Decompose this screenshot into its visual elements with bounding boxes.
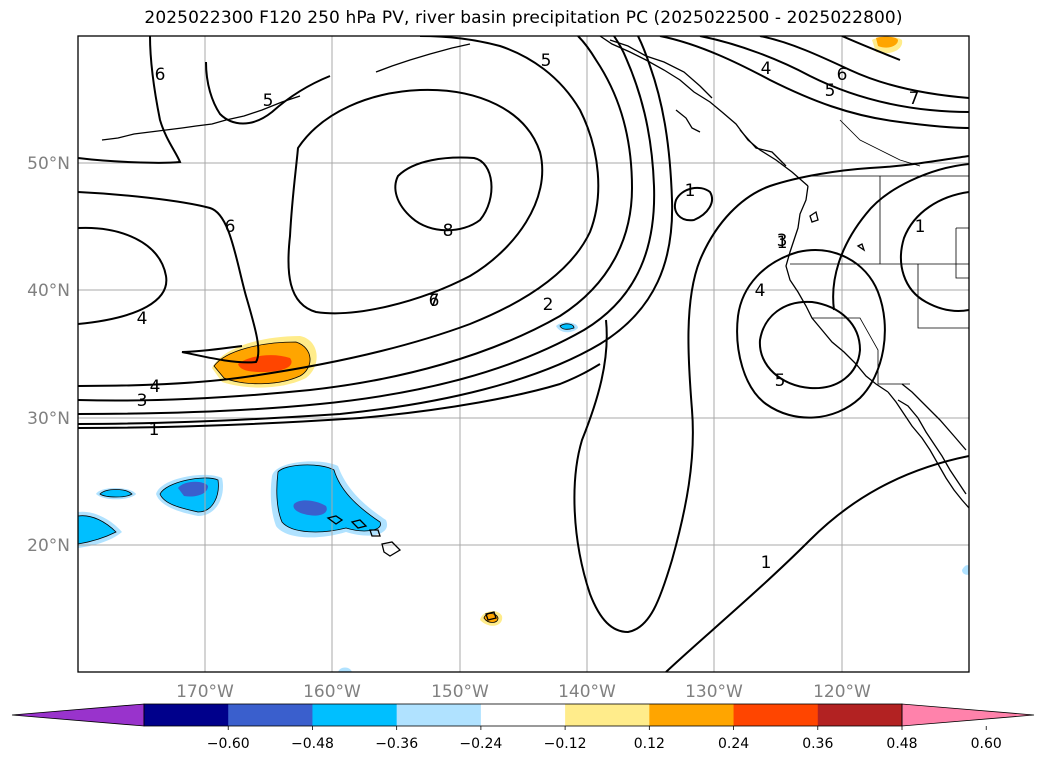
colorbar-segment [817,704,903,726]
precip-negative-left-edge-core [78,515,117,545]
lon-tick-label: 170°W [176,682,234,702]
lon-tick-labels: 170°W 160°W 150°W 140°W 130°W 120°W [176,682,871,702]
lat-tick-label: 30°N [27,409,70,429]
lat-tick-label: 40°N [27,281,70,301]
colorbar-tick-label: 0.48 [886,736,917,752]
contour-label: 5 [263,91,274,111]
colorbar-segment [312,704,398,726]
contour-label: 2 [543,295,554,315]
colorbar-tick-label: 0.12 [634,736,665,752]
precip-negative-hawaii-core [293,500,327,516]
colorbar-extend-low [11,703,145,727]
colorbar-tick-label: −0.24 [459,736,502,752]
contour-label: 1 [915,217,926,237]
contour-label: 3 [777,231,788,251]
colorbar-segment [144,704,229,726]
contour-label: 6 [225,217,236,237]
contour-label: 5 [825,81,836,101]
contour-label: 3 [137,391,148,411]
political-borders [790,119,969,385]
lat-tick-label: 20°N [27,536,70,556]
contour-label: 5 [541,51,552,71]
contour-label: 7 [429,291,440,311]
colorbar-extend-high [901,703,1035,727]
precip-shading [78,36,969,672]
contour-label: 1 [761,553,772,573]
colorbar-outline [143,703,903,727]
colorbar-segment [733,704,819,726]
contour-label: 1 [777,233,788,253]
colorbar-segment [228,704,313,726]
colorbar-segment [565,704,650,726]
precip-negative-west-core [178,481,208,497]
precip-positive-central-pacific-core [238,355,292,372]
lat-tick-label: 50°N [27,154,70,174]
colorbar-segment [649,704,735,726]
contour-label: 1 [149,420,160,440]
pv-contours [78,36,969,672]
colorbar-tick-label: 0.60 [971,736,1002,752]
precip-negative-right-edge [962,565,969,575]
colorbar-segment [396,704,482,726]
map-title: 2025022300 F120 250 hPa PV, river basin … [144,8,903,28]
precip-positive-northeast-core [876,36,898,48]
contour-label: 5 [775,371,786,391]
precip-negative-far-west-core [99,489,133,498]
colorbar-tick-label: −0.60 [207,736,250,752]
contour-label: 7 [909,89,920,109]
contour-label: 6 [837,65,848,85]
contour-labels: 6 5 5 4 6 5 7 6 1 8 1 1 3 4 6 7 2 4 5 4 … [137,51,926,573]
contour-label: 4 [137,309,148,329]
graticule [78,36,969,672]
contour-label: 8 [443,221,454,241]
lon-tick-label: 140°W [558,682,616,702]
lon-tick-label: 150°W [431,682,489,702]
contour-label: 4 [755,281,766,301]
lat-tick-labels: 50°N 40°N 30°N 20°N [27,154,70,556]
colorbar: −0.60 −0.48 −0.36 −0.24 −0.12 0.12 0.24 0.36 0.4… [11,703,1035,752]
colorbar-tick-label: 0.24 [718,736,749,752]
colorbar-tick-label: −0.12 [544,736,587,752]
map-frame [77,35,970,673]
precip-negative-east-central-core [559,323,575,330]
precip-negative-bottom [338,667,352,672]
coastlines [101,36,969,621]
precip-negative-hawaii-mid [276,464,381,533]
colorbar-tick-label: 0.36 [802,736,833,752]
colorbar-tick-label: −0.48 [291,736,334,752]
contour-label: 6 [429,291,440,311]
lon-tick-label: 130°W [685,682,743,702]
colorbar-tick-label: −0.36 [375,736,418,752]
contour-label: 1 [685,181,696,201]
colorbar-segment [480,704,566,726]
lon-tick-label: 160°W [303,682,361,702]
contour-label: 6 [155,65,166,85]
contour-label: 4 [150,377,161,397]
contour-label: 4 [761,59,772,79]
lon-tick-label: 120°W [813,682,871,702]
